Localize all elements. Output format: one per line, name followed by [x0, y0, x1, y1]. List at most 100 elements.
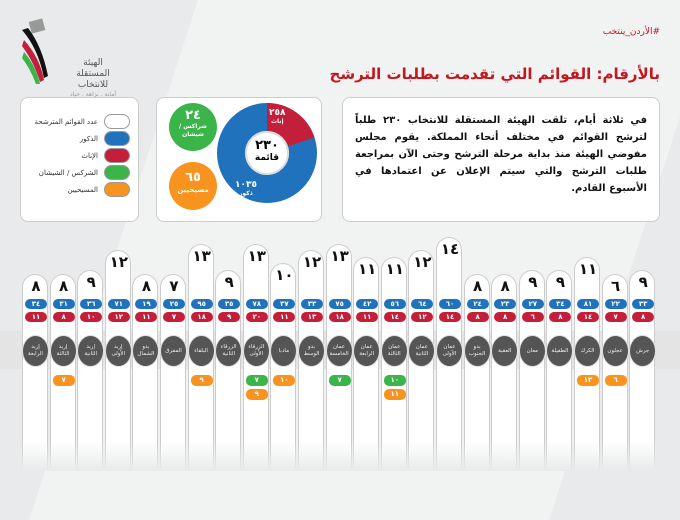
district-name: الزرقاء الأولى	[242, 335, 270, 367]
male-text: ذكور	[239, 190, 253, 197]
district-column: ٨ ١٩ ١١ بدو الشمال	[132, 274, 160, 471]
district-column: ٩ ٣٣ ٨ جرش	[629, 269, 657, 471]
female-value: ٢٥٨	[269, 108, 286, 118]
male-count: ٢٣	[494, 299, 517, 309]
donut-total: ٢٣٠ قائمة	[247, 138, 287, 164]
circassian-count: ٧	[245, 375, 268, 386]
list-count: ١٠	[275, 266, 294, 284]
total-value: ٢٣٠	[255, 138, 279, 153]
district-name: عمان الخامسة	[325, 335, 353, 367]
donut-center	[245, 131, 289, 175]
list-count: ١٣	[330, 246, 349, 265]
logo-flag-icon	[22, 18, 48, 84]
district-name: عمان الثانية	[408, 335, 436, 367]
list-count: ٩	[86, 272, 96, 291]
district-column: ١٠ ٣٧ ١١ مادبا ١٠	[270, 263, 298, 471]
district-name: عمان الأولى	[436, 335, 463, 367]
legend-item: المسيحيين	[67, 182, 130, 197]
district-name-text: بدو الشمال	[137, 344, 155, 357]
male-count: ٤٢	[356, 299, 379, 309]
legend-item: الذكور	[80, 131, 130, 146]
district-name: إربد الرابعة	[22, 335, 49, 367]
female-count: ٩	[218, 312, 241, 322]
district-name-text: إربد الثانية	[84, 344, 98, 357]
legend-item: عدد القوائم المترشحة	[35, 114, 130, 129]
district-name: بدو الجنوب	[463, 335, 491, 367]
district-column: ١٣ ٩٥ ١٨ البلقاء ٩	[187, 243, 215, 471]
list-count: ٧	[169, 277, 179, 295]
legend-item: الإناث	[81, 148, 130, 163]
district-column: ١٣ ٧٨ ٢٠ الزرقاء الأولى ٧ ٩	[242, 243, 270, 471]
district-name-text: جرش	[636, 347, 650, 354]
female-count: ١١	[135, 312, 158, 322]
list-count: ٩	[224, 272, 234, 291]
district-column: ٩ ٣٤ ٨ الطفيلة	[546, 269, 574, 471]
circassian-value: ٢٤	[185, 108, 201, 123]
male-count: ٣٣	[632, 299, 655, 309]
list-count: ١٢	[413, 253, 432, 271]
female-count: ٧	[604, 312, 627, 322]
district-column: ١١ ٤٢ ١١ عمان الرابعة	[353, 256, 381, 471]
district-name-text: بدو الجنوب	[468, 344, 486, 357]
christian-count: ٩	[245, 389, 268, 400]
district-column: ٨ ٣٤ ١١ إربد الرابعة	[22, 274, 49, 471]
female-count: ٨	[466, 312, 489, 322]
district-name: بدو الشمال	[132, 335, 160, 367]
list-count: ١١	[358, 259, 377, 278]
district-column: ١٢ ٣٣ ١٣ بدو الوسط	[298, 250, 325, 471]
logo-name: الهيئة المستقلة	[76, 58, 110, 79]
christians-value: ٦٥	[185, 170, 201, 185]
male-label: ١٠٣٥ ذكور	[235, 180, 257, 198]
female-count: ١٤	[439, 312, 461, 322]
list-count: ٨	[141, 277, 151, 295]
list-count: ٨	[59, 277, 69, 295]
district-column: ١١ ٨١ ١٤ الكرك ١٣	[574, 256, 601, 471]
legend-swatch	[104, 148, 130, 163]
district-name: الزرقاء الثانية	[215, 335, 243, 367]
male-count: ٢٤	[466, 299, 489, 309]
female-count: ٧	[163, 312, 185, 322]
district-name-text: إربد الثالثة	[56, 344, 70, 357]
hashtag: #الأردن_ينتخب	[602, 27, 660, 37]
male-count: ٣٥	[218, 299, 241, 309]
district-column: ٨ ٢٣ ٨ العقبة	[491, 274, 519, 471]
legend-swatch	[104, 165, 130, 180]
list-count: ٦	[611, 277, 621, 295]
district-name-text: المفرق	[165, 347, 182, 354]
district-name-text: عمان الثانية	[415, 344, 429, 357]
list-count: ١١	[385, 259, 404, 278]
intro-text: في ثلاثة أيام، تلقت الهيئة المستقلة للان…	[355, 115, 647, 194]
female-count: ١٠	[80, 312, 103, 322]
district-name-text: الكرك	[580, 347, 595, 354]
legend-label: الذكور	[79, 134, 98, 143]
donut-chart	[217, 103, 317, 203]
male-count: ٣١	[52, 299, 75, 309]
male-count: ٣٤	[25, 299, 47, 309]
christian-count: ٦	[604, 375, 627, 386]
list-count: ٨	[500, 277, 510, 295]
christian-count: ٧	[52, 375, 75, 386]
district-column: ٨ ٢٤ ٨ بدو الجنوب	[463, 274, 491, 471]
summary-panel: ٢٣٠ قائمة ٢٥٨ إناث ١٠٣٥ ذكور ٢٤ شراكس / شيش…	[156, 97, 322, 222]
intro-panel: في ثلاثة أيام، تلقت الهيئة المستقلة للان…	[342, 97, 660, 222]
female-count: ١٤	[383, 312, 406, 322]
district-name: البلقاء	[187, 335, 215, 367]
female-count: ٨	[632, 312, 655, 322]
female-count: ١٣	[301, 312, 323, 322]
female-count: ٢٠	[245, 312, 268, 322]
district-name-text: الزرقاء الثانية	[220, 344, 237, 357]
circassian-bubble: ٢٤ شراكس / شيشان	[169, 103, 217, 151]
christian-count: ١٠	[273, 375, 296, 386]
female-count: ١٢	[107, 312, 130, 322]
donut-female-segment	[217, 103, 317, 203]
legend-panel: عدد القوائم المترشحة الذكور الإناث الشركس /…	[20, 97, 139, 222]
list-count: ١٣	[192, 246, 211, 265]
male-value: ١٠٣٥	[235, 180, 257, 190]
district-name-text: الزرقاء الأولى	[248, 344, 265, 357]
district-column: ٨ ٣١ ٨ إربد الثالثة ٧	[49, 274, 77, 471]
male-count: ٢٧	[521, 299, 544, 309]
district-column: ٧ ٢٥ ٧ المفرق	[160, 274, 187, 471]
male-count: ٧٥	[328, 299, 351, 309]
female-count: ١١	[273, 312, 296, 322]
list-count: ١٢	[302, 253, 322, 271]
